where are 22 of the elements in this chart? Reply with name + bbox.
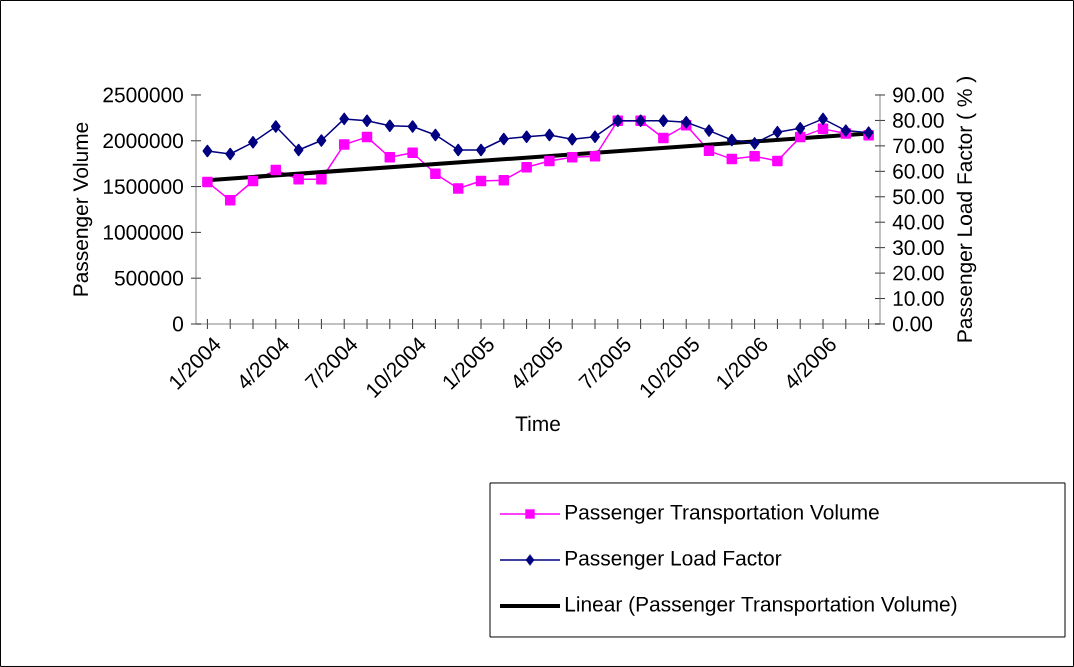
y2-axis-title: Passenger Load Factor ( % ): [956, 77, 977, 342]
y2-tick-label: 80.00: [893, 113, 944, 128]
legend-label: Linear (Passenger Transportation Volume): [565, 596, 957, 616]
y-tick-label: 1500000: [103, 179, 183, 194]
y2-tick-label: 30.00: [892, 240, 944, 256]
y2-tick-label: 90.00: [893, 87, 944, 103]
y2-tick-label: 50.00: [893, 189, 944, 205]
legend-label: Passenger Transportation Volume: [565, 504, 879, 524]
y2-tick-label: 20.00: [893, 265, 944, 281]
y2-tick-label: 60.00: [893, 163, 944, 179]
y-tick-label: 0: [173, 316, 184, 332]
x-axis-title: Time: [515, 415, 560, 432]
y2-tick-label: 70.00: [893, 138, 944, 154]
y-tick-label: 500000: [114, 270, 183, 286]
y2-tick-label: 10.00: [893, 291, 944, 306]
legend-label: Passenger Load Factor: [565, 550, 782, 570]
y-tick-label: 1000000: [103, 224, 183, 240]
y2-tick-label: 40.00: [892, 214, 944, 230]
y-tick-label: 2500000: [103, 87, 183, 103]
y2-tick-label: 0.00: [893, 316, 933, 332]
y-axis-title: Passenger Volume: [72, 122, 93, 296]
y-tick-label: 2000000: [103, 133, 183, 149]
